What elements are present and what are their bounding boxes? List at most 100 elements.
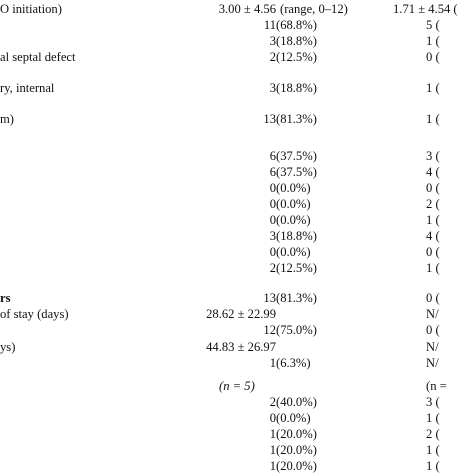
table-row: al septal defect 2 (12.5%) 0 ( [0, 51, 474, 67]
group1-percent: (18.8%) [276, 34, 317, 48]
group1-percent: (75.0%) [276, 323, 317, 337]
group1-percent: (20.0%) [276, 459, 317, 473]
group1-value: 3 [269, 81, 276, 95]
row-label: O initiation) [0, 2, 62, 16]
group2-value: 0 ( [426, 181, 440, 195]
group2-value: 2 ( [426, 197, 440, 211]
table-row: 1 (20.0%) 2 ( [0, 428, 474, 444]
row-label: m) [0, 112, 14, 126]
group2-value: 5 ( [426, 18, 440, 32]
group1-value: 6 [269, 149, 276, 163]
group1-percent: (37.5%) [276, 149, 317, 163]
table-row: 1 (20.0%) 1 ( [0, 460, 474, 476]
table-row: (n = 5) (n = [0, 380, 474, 396]
group1-percent: (0.0%) [276, 411, 311, 425]
group1-value: 12 [263, 323, 276, 337]
group1-percent: (0.0%) [276, 181, 311, 195]
group1-percent: (37.5%) [276, 165, 317, 179]
table-row: ry, internal 3 (18.8%) 1 ( [0, 82, 474, 98]
table-row: 0 (0.0%) 1 ( [0, 412, 474, 428]
group1-percent: (range, 0–12) [280, 2, 348, 16]
group1-percent: (20.0%) [276, 427, 317, 441]
group2-value: 1 ( [426, 81, 440, 95]
table-row: rs 13 (81.3%) 0 ( [0, 292, 474, 308]
table-row: of stay (days) 28.62 ± 22.99 N/ [0, 308, 474, 324]
group1-value: 0 [269, 411, 276, 425]
table-row: 0 (0.0%) 2 ( [0, 198, 474, 214]
group2-value: 3 ( [426, 395, 440, 409]
group1-percent: (20.0%) [276, 443, 317, 457]
group2-value: 0 ( [426, 323, 440, 337]
group1-value: 13 [263, 291, 276, 305]
table-row: 12 (75.0%) 0 ( [0, 324, 474, 340]
group1-percent: (18.8%) [276, 81, 317, 95]
group1-value: 0 [269, 181, 276, 195]
group1-percent: (0.0%) [276, 213, 311, 227]
table-row: O initiation) 3.00 ± 4.56 (range, 0–12) 1.7… [0, 3, 474, 19]
row-label: ys) [0, 340, 16, 354]
group2-value: N/ [426, 356, 439, 370]
group2-value: 1 ( [426, 213, 440, 227]
group2-value: 1 ( [426, 443, 440, 457]
group1-value: 2 [269, 395, 276, 409]
table-row: 2 (12.5%) 1 ( [0, 262, 474, 278]
group1-value: 44.83 ± 26.97 [206, 340, 276, 354]
group1-value: 0 [269, 213, 276, 227]
group1-value: 3 [269, 229, 276, 243]
group2-value: 0 ( [426, 245, 440, 259]
group2-value: 1.71 ± 4.54 ( [393, 2, 458, 16]
group2-value: N/ [426, 340, 439, 354]
group2-value: 0 ( [426, 50, 440, 64]
table-row: ys) 44.83 ± 26.97 N/ [0, 341, 474, 357]
table-row: 2 (40.0%) 3 ( [0, 396, 474, 412]
group1-value: 11 [263, 18, 276, 32]
group2-value: 1 ( [426, 459, 440, 473]
group2-value: 3 ( [426, 149, 440, 163]
table-row: 0 (0.0%) 0 ( [0, 246, 474, 262]
group1-value: 1 [269, 459, 276, 473]
table-row: 3 (18.8%) 1 ( [0, 35, 474, 51]
group1-percent: (6.3%) [276, 356, 311, 370]
table-row: m) 13 (81.3%) 1 ( [0, 113, 474, 129]
group1-value: 2 [269, 50, 276, 64]
table-row: 11 (68.8%) 5 ( [0, 19, 474, 35]
group1-percent: (12.5%) [276, 50, 317, 64]
table-row: 1 (6.3%) N/ [0, 357, 474, 373]
group1-value: 1 [269, 356, 276, 370]
group1-percent: (18.8%) [276, 229, 317, 243]
subgroup-count: (n = 5) [219, 379, 255, 393]
group2-value: 1 ( [426, 112, 440, 126]
group1-value: 0 [269, 197, 276, 211]
group1-percent: (40.0%) [276, 395, 317, 409]
group1-percent: (68.8%) [276, 18, 317, 32]
group1-value: 2 [269, 261, 276, 275]
row-label: al septal defect [0, 50, 76, 64]
group1-value: 28.62 ± 22.99 [206, 307, 276, 321]
group2-value: 1 ( [426, 34, 440, 48]
group2-value: 1 ( [426, 261, 440, 275]
group1-value: 3.00 ± 4.56 [218, 2, 276, 16]
group2-value: 4 ( [426, 229, 440, 243]
group1-percent: (0.0%) [276, 197, 311, 211]
group2-value: 4 ( [426, 165, 440, 179]
group1-value: 3 [269, 34, 276, 48]
table-row: 1 (20.0%) 1 ( [0, 444, 474, 460]
table-row: 0 (0.0%) 1 ( [0, 214, 474, 230]
group1-value: 13 [263, 112, 276, 126]
table-row: 3 (18.8%) 4 ( [0, 230, 474, 246]
group1-value: 6 [269, 165, 276, 179]
group1-value: 0 [269, 245, 276, 259]
row-label: rs [0, 291, 11, 305]
group2-value: (n = [426, 379, 447, 393]
group2-value: 0 ( [426, 291, 440, 305]
table-row: 6 (37.5%) 4 ( [0, 166, 474, 182]
group2-value: 1 ( [426, 411, 440, 425]
group1-value: 1 [269, 427, 276, 441]
row-label: of stay (days) [0, 307, 69, 321]
group1-percent: (81.3%) [276, 291, 317, 305]
table-row: 0 (0.0%) 0 ( [0, 182, 474, 198]
group2-value: N/ [426, 307, 439, 321]
table-row: 6 (37.5%) 3 ( [0, 150, 474, 166]
group1-percent: (81.3%) [276, 112, 317, 126]
